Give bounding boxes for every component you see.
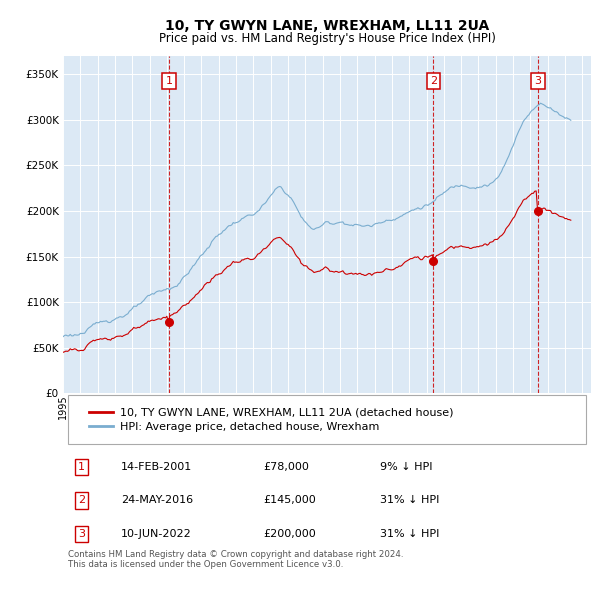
Text: Contains HM Land Registry data © Crown copyright and database right 2024.
This d: Contains HM Land Registry data © Crown c… [68,550,404,569]
Text: 3: 3 [78,529,85,539]
Text: 9% ↓ HPI: 9% ↓ HPI [380,462,432,472]
Text: £200,000: £200,000 [263,529,316,539]
Text: 1: 1 [166,76,172,86]
Text: 3: 3 [535,76,542,86]
Text: 2: 2 [430,76,437,86]
Text: Price paid vs. HM Land Registry's House Price Index (HPI): Price paid vs. HM Land Registry's House … [158,32,496,45]
Text: 31% ↓ HPI: 31% ↓ HPI [380,496,439,506]
Text: £145,000: £145,000 [263,496,316,506]
Text: 24-MAY-2016: 24-MAY-2016 [121,496,193,506]
Text: 2: 2 [78,496,85,506]
FancyBboxPatch shape [68,395,586,444]
Text: 14-FEB-2001: 14-FEB-2001 [121,462,193,472]
Text: 10, TY GWYN LANE, WREXHAM, LL11 2UA: 10, TY GWYN LANE, WREXHAM, LL11 2UA [165,19,489,33]
Text: 31% ↓ HPI: 31% ↓ HPI [380,529,439,539]
Text: £78,000: £78,000 [263,462,310,472]
Text: 1: 1 [78,462,85,472]
Legend: 10, TY GWYN LANE, WREXHAM, LL11 2UA (detached house), HPI: Average price, detach: 10, TY GWYN LANE, WREXHAM, LL11 2UA (det… [85,404,458,436]
Text: 10-JUN-2022: 10-JUN-2022 [121,529,192,539]
